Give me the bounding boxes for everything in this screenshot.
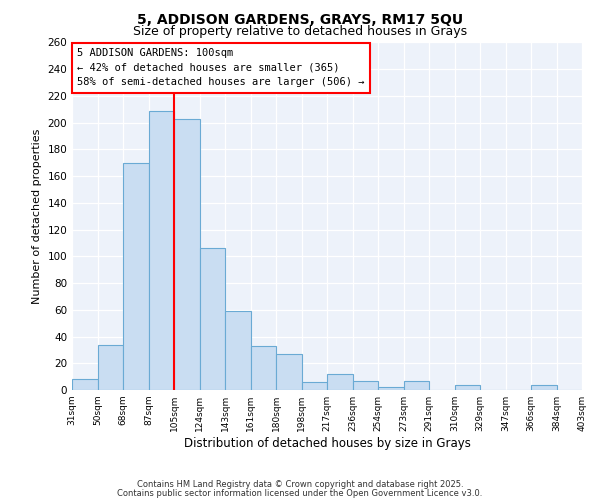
Bar [455, 384, 480, 390]
Bar [378, 388, 404, 390]
Text: 5, ADDISON GARDENS, GRAYS, RM17 5QU: 5, ADDISON GARDENS, GRAYS, RM17 5QU [137, 12, 463, 26]
Y-axis label: Number of detached properties: Number of detached properties [32, 128, 42, 304]
Bar [302, 382, 327, 390]
Bar [404, 380, 429, 390]
Bar [327, 374, 353, 390]
Bar [276, 354, 302, 390]
Text: Contains public sector information licensed under the Open Government Licence v3: Contains public sector information licen… [118, 488, 482, 498]
Bar [123, 163, 149, 390]
Text: Size of property relative to detached houses in Grays: Size of property relative to detached ho… [133, 25, 467, 38]
Bar [251, 346, 276, 390]
Text: Contains HM Land Registry data © Crown copyright and database right 2025.: Contains HM Land Registry data © Crown c… [137, 480, 463, 489]
Bar [353, 380, 378, 390]
X-axis label: Distribution of detached houses by size in Grays: Distribution of detached houses by size … [184, 437, 470, 450]
Bar [531, 384, 557, 390]
Text: 5 ADDISON GARDENS: 100sqm
← 42% of detached houses are smaller (365)
58% of semi: 5 ADDISON GARDENS: 100sqm ← 42% of detac… [77, 48, 365, 88]
Bar [225, 311, 251, 390]
Bar [174, 118, 199, 390]
Bar [97, 344, 123, 390]
Bar [149, 110, 174, 390]
Bar [199, 248, 225, 390]
Bar [72, 380, 97, 390]
